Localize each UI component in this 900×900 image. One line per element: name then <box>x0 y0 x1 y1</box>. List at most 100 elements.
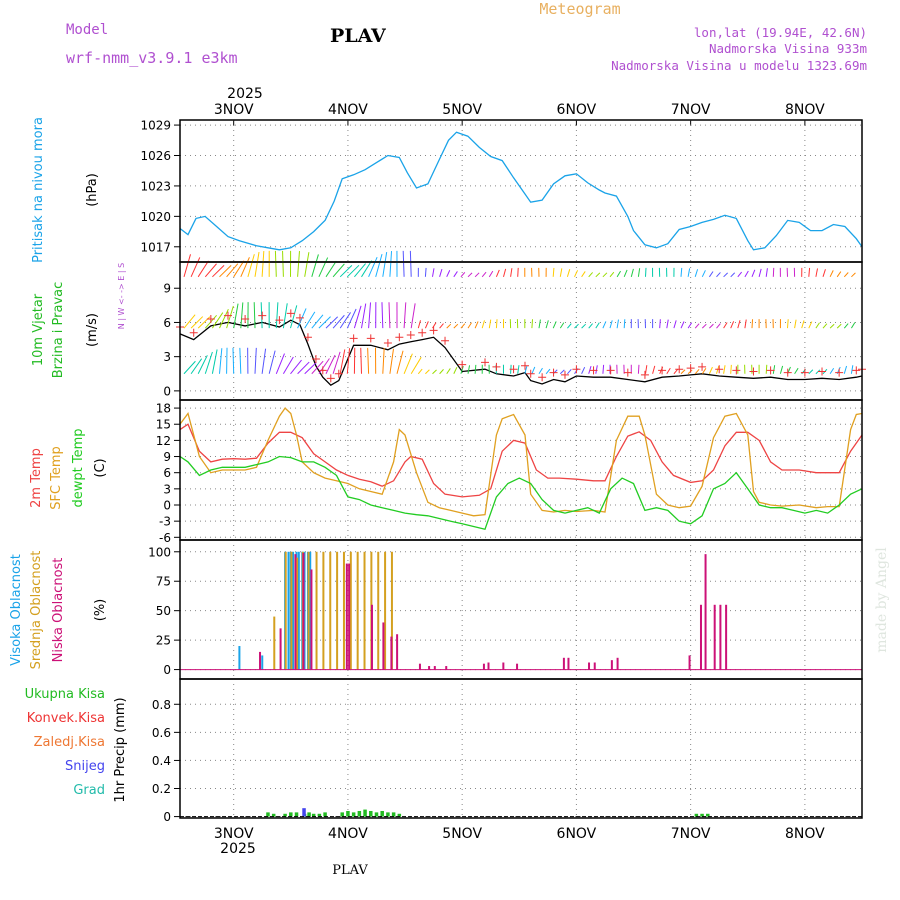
wind-barb-1-10 <box>253 302 256 329</box>
wind-barb-0-35 <box>432 268 435 277</box>
wind-barb-0-23 <box>346 264 360 278</box>
panel-frame-2 <box>179 399 863 541</box>
top-date-labels: 3NOV 4NOV 5NOV 6NOV 7NOV 8NOV <box>214 102 825 126</box>
coords-label: lon,lat (19.94E, 42.6N) <box>694 25 867 40</box>
bar-3-2-9 <box>390 636 393 670</box>
bar-3-2-19 <box>562 657 565 670</box>
wind-compass: N | W <- -> E | S <box>117 263 126 329</box>
wind-barb-1-24 <box>353 305 362 329</box>
precip-legend: Ukupna Kisa Konvek.Kisa Zaledj.Kisa Snijeg G… <box>25 687 105 798</box>
wind-barb-0-60 <box>609 271 615 278</box>
gust-marker-35 <box>640 370 649 379</box>
wind-barb-2-39 <box>460 365 464 374</box>
wind-barb-0-93 <box>843 272 849 278</box>
gust-marker-31 <box>572 365 581 374</box>
ytick-label-4-2: 0.4 <box>152 754 171 768</box>
gust-marker-46 <box>818 367 827 376</box>
wind-barb-0-88 <box>808 267 811 277</box>
wind-barb-0-42 <box>481 271 487 278</box>
wind-barb-1-78 <box>737 320 741 329</box>
wind-barb-0-58 <box>595 272 601 278</box>
wind-barb-0-19 <box>318 257 329 278</box>
wind-barb-2-25 <box>360 347 362 374</box>
ytick-label-2-4: 6 <box>163 466 171 480</box>
wind-barb-0-75 <box>716 272 721 278</box>
ytick-label-3-4: 100 <box>148 545 171 559</box>
wind-barb-1-39 <box>460 323 466 329</box>
wind-barb-2-89 <box>815 369 821 375</box>
wind-barb-0-79 <box>744 270 749 278</box>
bar-3-1-17 <box>390 551 393 670</box>
wind-barb-1-52 <box>552 321 557 329</box>
gust-marker-28 <box>538 373 547 382</box>
wind-barb-0-44 <box>495 269 500 278</box>
series-0-0 <box>179 131 863 251</box>
wind-barb-0-89 <box>815 268 819 277</box>
wind-barb-0-8 <box>240 257 250 278</box>
wind-barb-1-71 <box>687 322 693 329</box>
wind-barb-2-28 <box>382 347 385 374</box>
gust-marker-43 <box>766 366 775 375</box>
ytick-label-0-4: 1029 <box>140 119 171 133</box>
wind-barb-1-61 <box>616 319 619 329</box>
wind-barb-1-19 <box>318 316 331 329</box>
gust-marker-32 <box>589 366 598 375</box>
wind-barb-2-37 <box>446 368 451 375</box>
wind-barb-1-41 <box>474 321 479 329</box>
wind-barb-2-8 <box>239 347 242 374</box>
wind-barb-2-18 <box>311 360 324 375</box>
wind-barb-0-47 <box>517 267 519 277</box>
panel-frame-0 <box>179 119 863 263</box>
bar-3-1-12 <box>356 551 359 670</box>
bar-3-2-12 <box>428 666 431 670</box>
elevation-label: Nadmorska Visina 933m <box>709 41 867 56</box>
wind-barb-0-17 <box>304 252 310 277</box>
wind-barb-0-7 <box>233 260 245 278</box>
wind-barb-0-63 <box>630 268 634 277</box>
wind-barb-2-41 <box>474 364 477 374</box>
wind-barb-1-1 <box>190 316 204 329</box>
top-date-1: 4NOV <box>328 102 368 118</box>
gust-marker-24 <box>492 362 501 371</box>
wind-barb-1-31 <box>403 302 407 329</box>
model-label: Model <box>66 22 108 38</box>
wind-barb-1-40 <box>467 322 472 329</box>
bar-3-2-26 <box>699 604 702 670</box>
wind-barb-2-71 <box>687 369 693 375</box>
wind-barb-2-76 <box>723 365 726 374</box>
wind-barb-2-20 <box>325 354 336 374</box>
bar-4-0-14 <box>363 809 367 817</box>
series-1-0 <box>179 319 863 387</box>
wind-barb-2-38 <box>453 367 458 374</box>
wind-barb-2-34 <box>425 369 430 375</box>
wind-barb-0-26 <box>368 256 378 278</box>
legend-4: Grad <box>73 783 105 798</box>
wind-barb-0-62 <box>623 269 628 278</box>
gust-marker-39 <box>698 362 707 371</box>
wind-barb-0-74 <box>708 271 714 278</box>
wind-barb-2-72 <box>694 368 700 375</box>
wind-barb-0-39 <box>460 272 466 278</box>
wind-barb-0-76 <box>723 272 728 278</box>
wind-barb-1-7 <box>233 303 239 329</box>
ytick-label-2-7: 15 <box>156 418 171 432</box>
wind-barb-0-31 <box>402 250 405 277</box>
gust-marker-1 <box>189 328 198 337</box>
temp-unit: (C) <box>93 458 108 477</box>
bar-3-1-7 <box>322 551 325 670</box>
wind-barb-0-16 <box>297 251 300 277</box>
wind-barb-0-82 <box>765 268 768 277</box>
wind-barb-1-42 <box>481 320 485 329</box>
ytick-label-0-3: 1026 <box>140 149 171 163</box>
gust-marker-6 <box>275 316 284 325</box>
wind-barb-0-94 <box>851 272 856 278</box>
wind-barb-1-69 <box>673 320 677 329</box>
top-date-2: 5NOV <box>442 102 482 118</box>
ytick-label-3-1: 25 <box>156 634 171 648</box>
year-bottom: 2025 <box>220 841 256 857</box>
wind-barb-1-0 <box>183 314 196 329</box>
gust-marker-20 <box>429 326 438 335</box>
wind-barb-2-84 <box>779 365 784 374</box>
wind-barb-0-77 <box>730 272 736 278</box>
cloud-high-title: Visoka Oblacnost <box>9 554 24 666</box>
